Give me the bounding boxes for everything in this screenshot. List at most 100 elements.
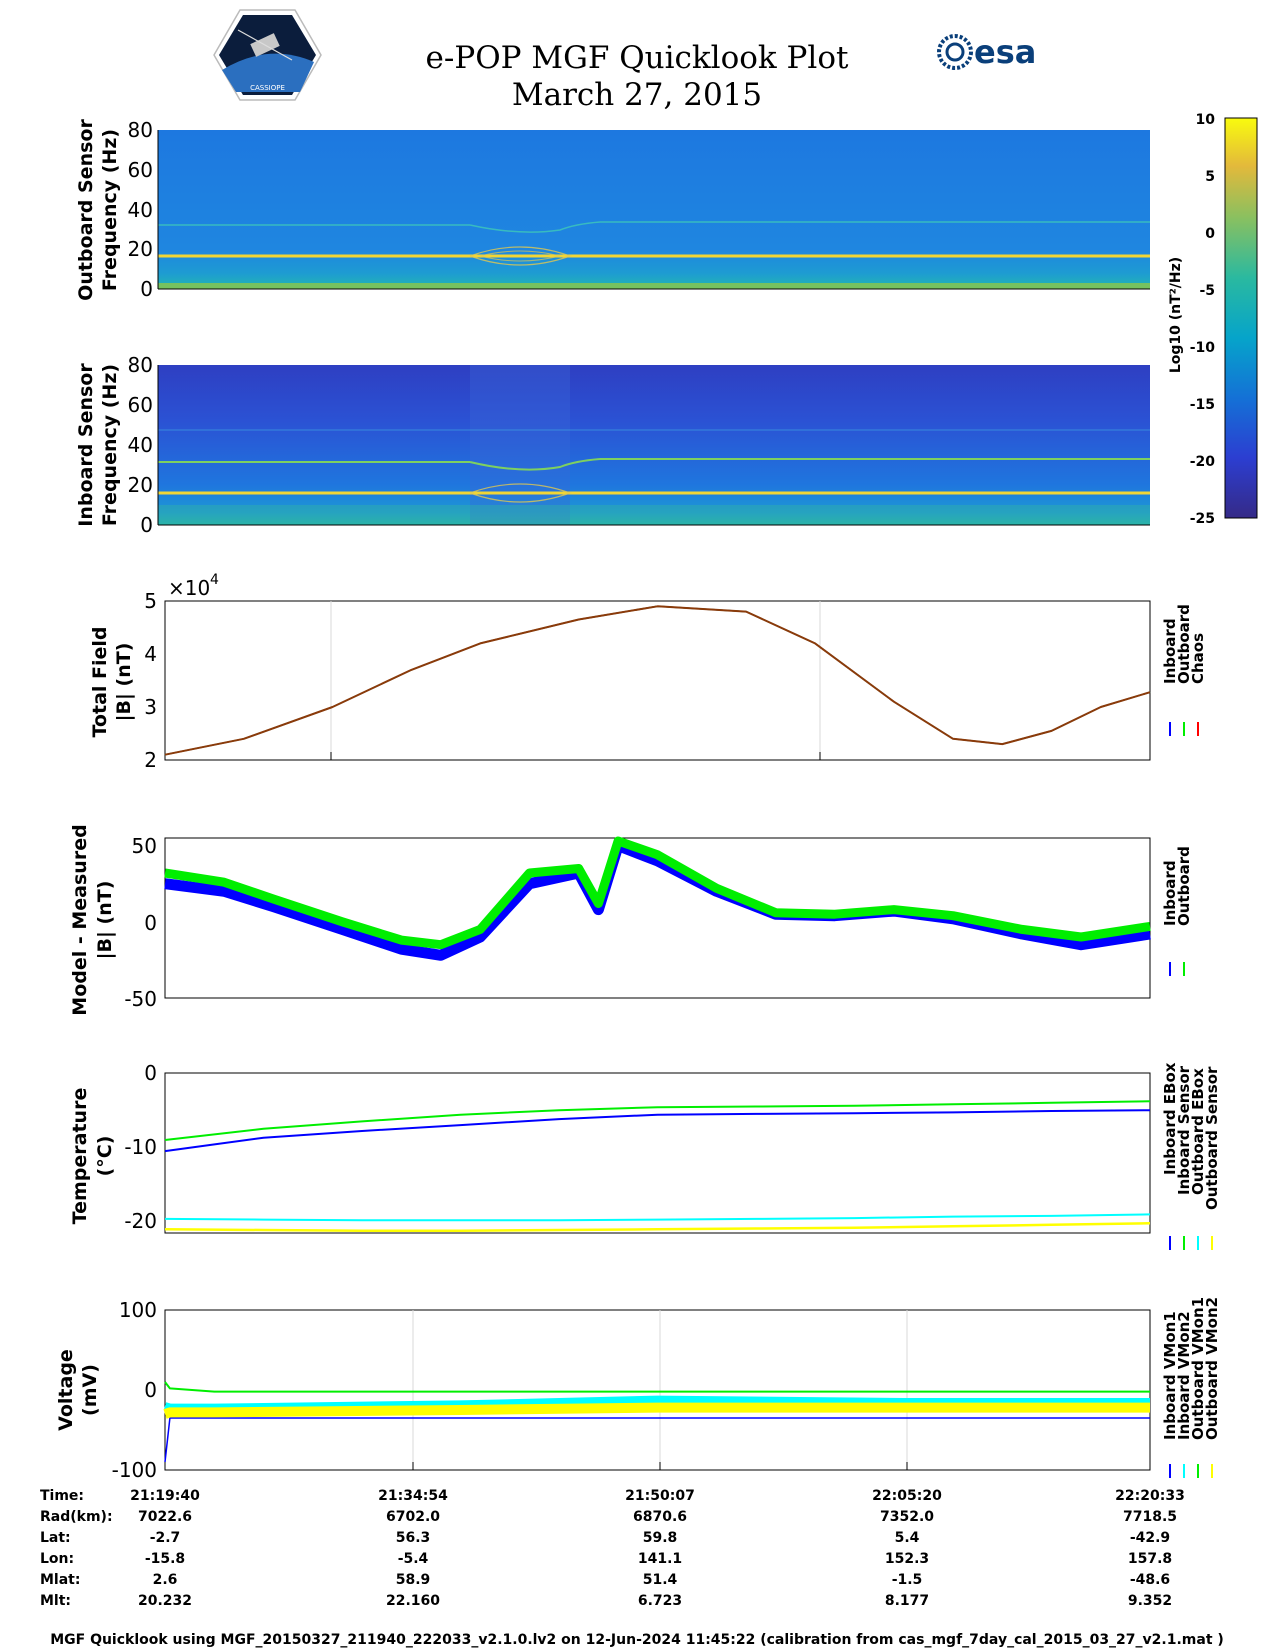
total-field-ytick: 3 bbox=[144, 695, 157, 719]
colorbar-label: Log10 (nT²/Hz) bbox=[1168, 257, 1184, 373]
orbit-table-cell: 21:34:54 bbox=[378, 1488, 448, 1504]
orbit-table-cell: 2.6 bbox=[153, 1572, 178, 1588]
model-measured-ylabel-1: Model - Measured bbox=[69, 824, 91, 1015]
spectrogram-outboard-ytick: 40 bbox=[128, 198, 153, 222]
spectrogram-outboard-ylabel-2: Frequency (Hz) bbox=[99, 129, 121, 291]
colorbar-tick: -25 bbox=[1190, 511, 1215, 527]
panel-voltage: 100 0 -100 Voltage (mV) bbox=[55, 1298, 1151, 1482]
total-field-exponent-power: 4 bbox=[210, 572, 219, 588]
total-field-ytick: 5 bbox=[144, 589, 157, 613]
panel-model-measured: 50 0 -50 Model - Measured |B| (nT) bbox=[69, 824, 1151, 1016]
orbit-table-cell: -5.4 bbox=[398, 1551, 429, 1567]
orbit-table-cell: 59.8 bbox=[643, 1530, 678, 1546]
esa-logo: esa bbox=[937, 33, 1036, 71]
spectrogram-outboard-ytick: 80 bbox=[128, 118, 153, 142]
legend-label: Inboard bbox=[1161, 618, 1179, 684]
colorbar-tick: 5 bbox=[1205, 169, 1215, 185]
orbit-table-cell: 6702.0 bbox=[386, 1509, 440, 1525]
total-field-exponent: ×10 bbox=[168, 576, 210, 600]
orbit-row-label: Lat: bbox=[40, 1530, 71, 1546]
model-measured-ylabel-2: |B| (nT) bbox=[94, 881, 116, 960]
spectrogram-outboard bbox=[157, 130, 1150, 290]
orbit-table-cell: 7718.5 bbox=[1123, 1509, 1177, 1525]
orbit-table-cell: 22:05:20 bbox=[872, 1488, 942, 1504]
spectrogram-inboard bbox=[157, 365, 1150, 526]
orbit-table-cell: 56.3 bbox=[396, 1530, 431, 1546]
voltage-ytick: 100 bbox=[119, 1298, 157, 1322]
spectrogram-inboard-ylabel-2: Frequency (Hz) bbox=[99, 364, 121, 526]
voltage-ytick: 0 bbox=[144, 1378, 157, 1402]
orbit-row-label: Lon: bbox=[40, 1551, 74, 1567]
orbit-row-label: Time: bbox=[40, 1488, 84, 1504]
spectrogram-inboard-ytick: 0 bbox=[140, 513, 153, 537]
total-field-ytick: 4 bbox=[144, 642, 157, 666]
panel-total-field: 5 4 3 2 ×10 4 Total Field |B| (nT) bbox=[89, 572, 1151, 772]
temperature-ytick: 0 bbox=[144, 1061, 157, 1085]
colorbar-tick: -15 bbox=[1190, 397, 1215, 413]
voltage-ylabel-2: (mV) bbox=[79, 1364, 101, 1416]
legend-label: Outboard Sensor bbox=[1203, 1066, 1221, 1210]
orbit-table-cell: 7022.6 bbox=[138, 1509, 192, 1525]
spectrogram-outboard-ytick: 20 bbox=[128, 237, 153, 261]
legend-label: Inboard EBox bbox=[1161, 1062, 1179, 1175]
orbit-table-cell: 21:50:07 bbox=[625, 1488, 695, 1504]
orbit-table-cell: 22:20:33 bbox=[1115, 1488, 1185, 1504]
series-line-chaos bbox=[164, 605, 1151, 756]
legend-label: Outboard EBox bbox=[1189, 1068, 1207, 1195]
spectrogram-inboard-ylabel-1: Inboard Sensor bbox=[75, 363, 97, 527]
orbit-table-cell: 152.3 bbox=[885, 1551, 929, 1567]
legend-voltage: Inboard VMon1 Inboard VMon2 Outboard VMo… bbox=[1161, 1297, 1221, 1478]
legend-label: Inboard Sensor bbox=[1175, 1065, 1193, 1195]
orbit-table-cell: -1.5 bbox=[892, 1572, 923, 1588]
colorbar-tick: -5 bbox=[1199, 283, 1215, 299]
orbit-table-cell: -15.8 bbox=[145, 1551, 185, 1567]
total-field-ytick: 2 bbox=[144, 748, 157, 772]
series-line-inboard-ebox bbox=[164, 1109, 1151, 1153]
series-line-outboard-sensor bbox=[164, 1222, 1151, 1233]
spectrogram-outboard-ytick: 60 bbox=[128, 158, 153, 182]
colorbar-tick: 0 bbox=[1205, 226, 1215, 242]
orbit-table-cell: 141.1 bbox=[638, 1551, 682, 1567]
legend-label: Inboard bbox=[1161, 860, 1179, 926]
colorbar-tick: -10 bbox=[1190, 340, 1216, 356]
cassiope-logo-text: CASSIOPE bbox=[250, 84, 285, 92]
series-line-inboard-sensor bbox=[164, 1100, 1151, 1141]
model-measured-ytick: 0 bbox=[144, 911, 157, 935]
spectrogram-inboard-yaxis: Inboard Sensor Frequency (Hz) 80 60 40 2… bbox=[75, 353, 153, 537]
orbit-row-label: Mlt: bbox=[40, 1593, 71, 1609]
orbit-row-label: Rad(km): bbox=[40, 1509, 113, 1525]
voltage-ytick: -100 bbox=[112, 1458, 157, 1482]
esa-logo-text: esa bbox=[974, 33, 1036, 71]
colorbar: 10 5 0 -5 -10 -15 -20 -25 Log10 (nT²/Hz) bbox=[1168, 112, 1258, 527]
orbit-table-cell: -42.9 bbox=[1130, 1530, 1170, 1546]
model-measured-plot bbox=[164, 836, 1151, 961]
legend-label: Inboard VMon1 bbox=[1161, 1311, 1179, 1440]
spectrogram-outboard-yaxis: Outboard Sensor Frequency (Hz) 80 60 40 … bbox=[75, 118, 153, 301]
total-field-ylabel-2: |B| (nT) bbox=[113, 643, 135, 722]
orbit-table-cell: 6.723 bbox=[638, 1593, 682, 1609]
model-measured-ytick: -50 bbox=[124, 987, 157, 1011]
spectrogram-outboard-ytick: 0 bbox=[140, 277, 153, 301]
voltage-plot bbox=[163, 1381, 1150, 1463]
colorbar-tick: 10 bbox=[1196, 112, 1216, 128]
spectrogram-inboard-ytick: 80 bbox=[128, 353, 153, 377]
orbit-table-cell: 21:19:40 bbox=[130, 1488, 200, 1504]
orbit-table: Time: Rad(km): Lat: Lon: Mlat: Mlt: 21:1… bbox=[40, 1488, 1185, 1609]
footer-note: MGF Quicklook using MGF_20150327_211940_… bbox=[50, 1632, 1224, 1648]
orbit-table-cell: -48.6 bbox=[1130, 1572, 1170, 1588]
legend-label: Inboard VMon2 bbox=[1175, 1311, 1193, 1440]
temperature-ylabel-2: (°C) bbox=[94, 1136, 116, 1177]
series-line-outboard-ebox bbox=[164, 1213, 1151, 1222]
panel-temperature: 0 -10 -20 Temperature (°C) bbox=[69, 1061, 1151, 1234]
cassiope-logo: CASSIOPE bbox=[213, 9, 322, 101]
legend-total-field: Inboard Outboard Chaos bbox=[1161, 604, 1207, 736]
spectrogram-inboard-ytick: 60 bbox=[128, 393, 153, 417]
legend-label: Outboard VMon2 bbox=[1203, 1297, 1221, 1440]
orbit-table-cell: 157.8 bbox=[1128, 1551, 1172, 1567]
spectrogram-inboard-ytick: 40 bbox=[128, 433, 153, 457]
orbit-table-cell: -2.7 bbox=[150, 1530, 181, 1546]
legend-label: Chaos bbox=[1189, 633, 1207, 684]
series-line-inboard-vmon1 bbox=[164, 1417, 1150, 1463]
orbit-table-cell: 7352.0 bbox=[880, 1509, 934, 1525]
